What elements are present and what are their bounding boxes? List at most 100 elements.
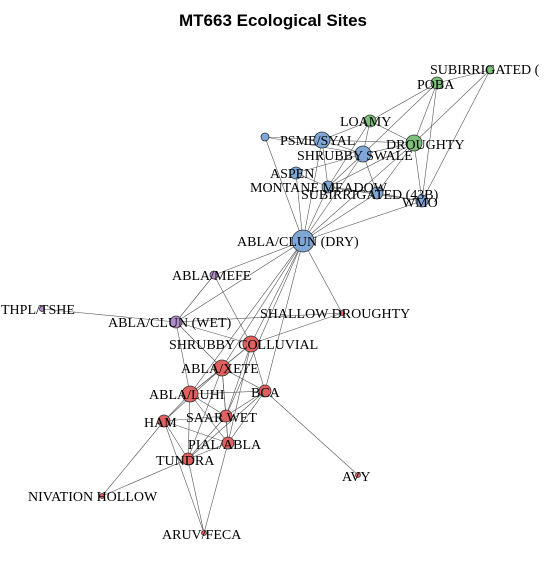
edge-pial_abla-tundra: [187, 442, 229, 460]
node-label-poba: POBA: [417, 78, 455, 93]
node-shrubby_swale[interactable]: [354, 145, 372, 163]
edge-abla_clun_dry-abla_luhi: [189, 240, 304, 395]
node-abla_clun_dry[interactable]: [291, 229, 315, 253]
node-poba[interactable]: [430, 76, 444, 90]
edge-tundra-aruv_feca: [187, 458, 205, 534]
edge-wmo-abla_clun_dry: [302, 200, 423, 242]
edge-shrubby_colluvial-pial_abla: [227, 343, 252, 444]
node-saar_wet[interactable]: [219, 409, 233, 423]
edge-abla_clun_dry-abla_clun_wet: [175, 240, 304, 323]
node-label-aruv_feca: ARUV/FECA: [162, 528, 242, 543]
edge-droughty-montane_meadow: [327, 142, 415, 188]
node-label-aspen: ASPEN: [270, 167, 314, 182]
node-shallow_droughty[interactable]: [339, 310, 345, 316]
edge-abla_clun_wet-abla_luhi: [175, 321, 191, 395]
edge-unlabeled_blue-abla_clun_dry: [264, 136, 304, 242]
edge-shrubby_swale-aspen: [295, 153, 364, 174]
edge-droughty-shrubby_swale: [362, 142, 415, 155]
node-label-subirrigated_top: SUBIRRIGATED (: [430, 63, 540, 78]
edge-psme_syal-droughty: [321, 139, 415, 144]
node-psme_syal[interactable]: [313, 131, 331, 149]
node-avy[interactable]: [355, 472, 361, 478]
edge-abla_clun_dry-saar_wet: [225, 240, 304, 417]
node-tundra[interactable]: [181, 452, 195, 466]
node-shrubby_colluvial[interactable]: [242, 335, 260, 353]
node-wmo[interactable]: [415, 194, 429, 208]
node-aspen[interactable]: [289, 166, 303, 180]
edge-ham-nivation_hollow: [101, 420, 165, 497]
node-label-abla_mefe: ABLA/MEFE: [172, 269, 251, 284]
edge-abla_mefe-shrubby_colluvial: [213, 274, 252, 345]
node-label-ham: HAM: [144, 416, 177, 431]
node-pial_abla[interactable]: [221, 436, 235, 450]
node-abla_clun_wet[interactable]: [169, 315, 183, 329]
edge-bca-pial_abla: [227, 390, 266, 444]
node-label-abla_luhi: ABLA/LUHI: [149, 388, 225, 403]
node-label-bca: BCA: [251, 386, 281, 401]
edge-loamy-montane_meadow: [327, 120, 371, 188]
edge-pial_abla-aruv_feca: [203, 442, 229, 534]
node-abla_luhi[interactable]: [181, 385, 199, 403]
edge-abla_clun_dry-shallow_droughty: [302, 240, 343, 314]
node-label-shrubby_colluvial: SHRUBBY COLLUVIAL: [169, 338, 318, 353]
edge-abla_luhi-tundra: [187, 393, 191, 460]
node-subirrigated_43b[interactable]: [370, 186, 384, 200]
edge-droughty-wmo: [413, 142, 423, 202]
edge-saar_wet-ham: [163, 415, 227, 422]
edge-abla_clun_dry-shrubby_colluvial: [250, 240, 304, 345]
edge-abla_clun_wet-shallow_droughty: [175, 312, 343, 323]
edge-ham-aruv_feca: [163, 420, 205, 534]
edge-subirrigated_43b-abla_clun_dry: [302, 192, 378, 242]
node-nivation_hollow[interactable]: [99, 493, 105, 499]
edge-shrubby_swale-unlabeled_blue: [264, 136, 364, 155]
node-unlabeled_blue[interactable]: [260, 132, 270, 142]
edge-loamy-psme_syal: [321, 120, 371, 141]
edge-subirrigated_43b-wmo: [376, 192, 423, 202]
node-loamy[interactable]: [363, 114, 377, 128]
node-label-shallow_droughty: SHALLOW DROUGHTY: [260, 307, 410, 322]
node-label-abla_clun_dry: ABLA/CLUN (DRY): [237, 235, 359, 250]
node-label-montane_meadow: MONTANE MEADOW: [250, 181, 388, 196]
edge-shallow_droughty-shrubby_colluvial: [250, 312, 343, 345]
edge-subirrigated_top-wmo: [421, 69, 491, 202]
edge-ham-tundra: [163, 420, 189, 460]
node-montane_meadow[interactable]: [321, 180, 335, 194]
edge-poba-shrubby_swale: [362, 82, 438, 155]
node-label-avy: AVY: [342, 470, 371, 485]
node-label-subirrigated_43b: SUBIRRIGATED (43B): [301, 188, 439, 203]
node-bca[interactable]: [258, 384, 272, 398]
edge-bca-saar_wet: [225, 390, 266, 417]
label-layer: SUBIRRIGATED (POBA LOAMY PSME/SYAL DROUGHTY…: [1, 63, 540, 543]
node-label-abla_xete: ABLA/XETE: [181, 362, 259, 377]
node-ham[interactable]: [157, 414, 171, 428]
edge-poba-droughty: [413, 82, 438, 144]
node-droughty[interactable]: [405, 134, 423, 152]
node-subirrigated_top[interactable]: [485, 65, 495, 75]
node-abla_xete[interactable]: [213, 359, 231, 377]
edge-tundra-nivation_hollow: [101, 458, 189, 497]
edge-abla_luhi-bca: [189, 390, 266, 395]
edge-subirrigated_top-droughty: [413, 69, 491, 144]
node-label-loamy: LOAMY: [340, 115, 391, 130]
edge-saar_wet-tundra: [187, 415, 227, 460]
edge-droughty-subirrigated_43b: [376, 142, 415, 194]
edge-abla_clun_dry-abla_mefe: [213, 240, 304, 276]
edge-abla_clun_wet-abla_xete: [175, 321, 223, 369]
node-label-wmo: WMO: [402, 196, 438, 211]
edge-bca-avy: [264, 390, 359, 476]
node-label-tundra: TUNDRA: [156, 454, 215, 469]
edge-poba-wmo: [421, 82, 438, 202]
node-abla_mefe[interactable]: [209, 270, 219, 280]
node-thpl_tshe[interactable]: [39, 306, 45, 312]
node-layer: [39, 65, 495, 536]
node-label-pial_abla: PIAL/ABLA: [188, 438, 262, 453]
node-label-saar_wet: SAAR WET: [186, 411, 257, 426]
node-label-droughty: DROUGHTY: [386, 138, 465, 153]
node-label-psme_syal: PSME/SYAL: [280, 134, 355, 149]
node-aruv_feca[interactable]: [201, 530, 207, 536]
edge-abla_clun_wet-shrubby_colluvial: [175, 321, 252, 345]
edge-thpl_tshe-abla_clun_wet: [41, 308, 177, 323]
edge-psme_syal-unlabeled_blue: [264, 136, 323, 141]
node-label-shrubby_swale: SHRUBBY SWALE: [297, 149, 413, 164]
